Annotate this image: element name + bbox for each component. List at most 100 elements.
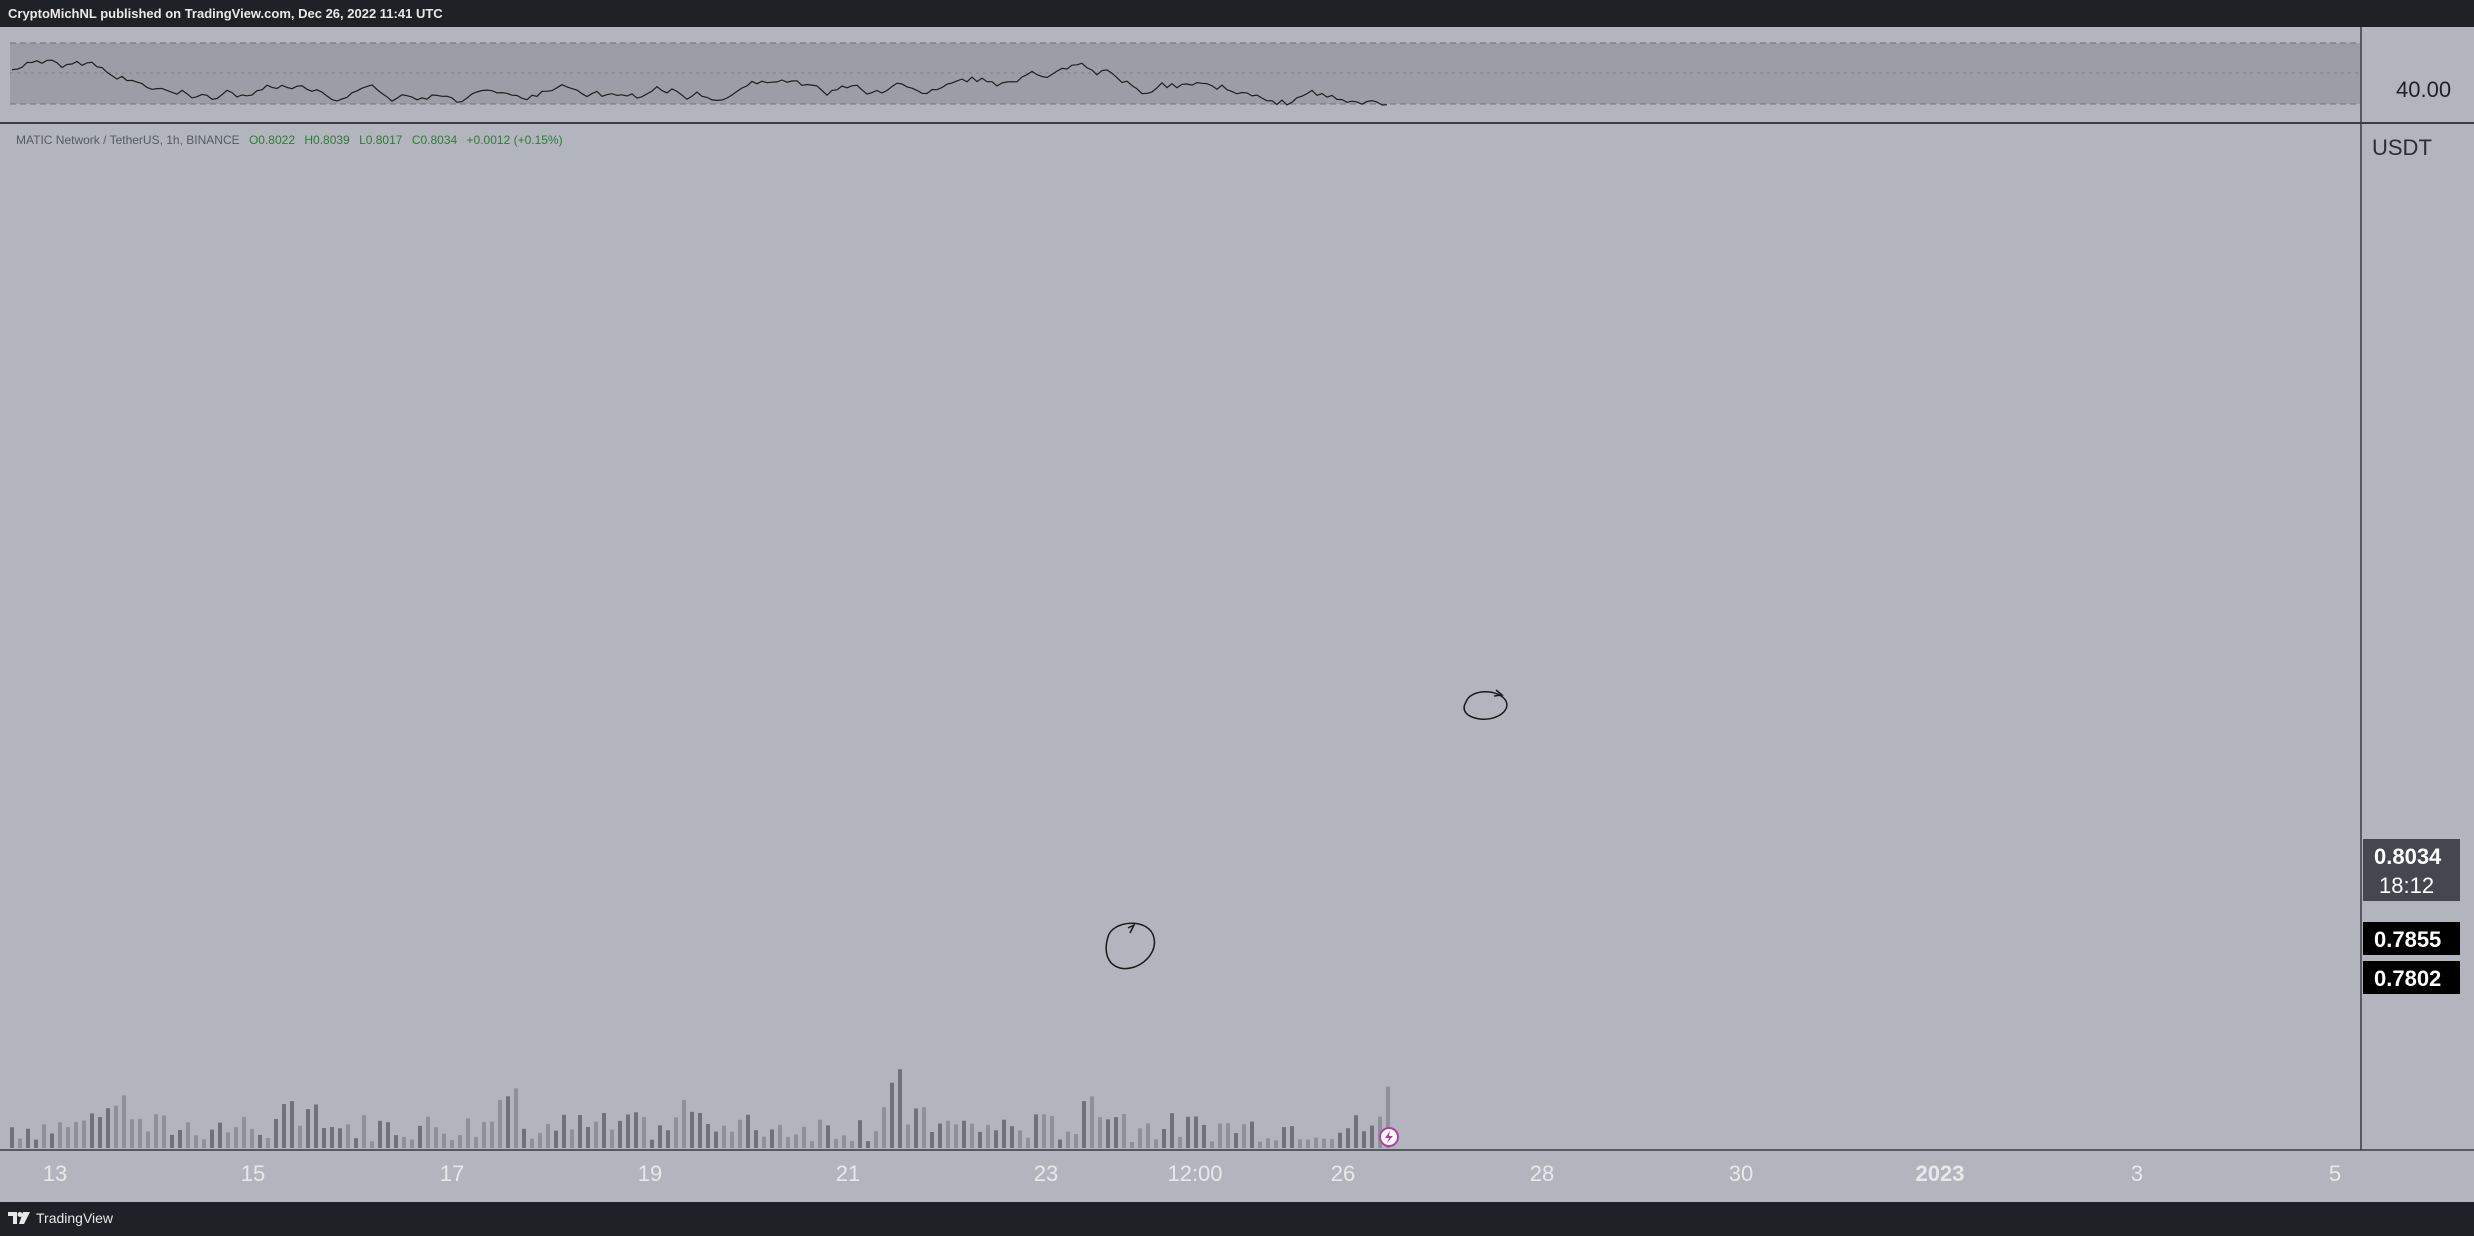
- drawing-ellipse-upper[interactable]: [1463, 689, 1508, 721]
- volume-bar: [682, 1099, 686, 1148]
- volume-bar: [674, 1117, 678, 1148]
- published-text: CryptoMichNL published on TradingView.co…: [8, 6, 443, 21]
- volume-bar: [1066, 1131, 1070, 1148]
- volume-bar: [754, 1130, 758, 1148]
- volume-bar: [1290, 1126, 1294, 1148]
- volume-bar: [890, 1082, 894, 1148]
- ohlc-high: H0.8039: [304, 133, 350, 147]
- volume-bar: [610, 1129, 614, 1148]
- volume-bar: [274, 1119, 278, 1148]
- time-axis-label: 15: [241, 1161, 265, 1186]
- symbol-legend: MATIC Network / TetherUS, 1h, BINANCE O0…: [16, 133, 563, 147]
- chart-background: [0, 27, 2474, 1202]
- volume-bar: [922, 1107, 926, 1148]
- volume-bar: [426, 1116, 430, 1148]
- volume-bar: [1370, 1125, 1374, 1148]
- volume-bar: [330, 1127, 334, 1148]
- volume-bar: [506, 1096, 510, 1148]
- volume-bar: [1322, 1138, 1326, 1148]
- volume-bar: [1242, 1124, 1246, 1148]
- volume-bar: [1002, 1119, 1006, 1148]
- volume-bar: [602, 1112, 606, 1148]
- time-axis-label: 19: [638, 1161, 662, 1186]
- volume-bar: [322, 1127, 326, 1148]
- volume-bar: [1378, 1116, 1382, 1148]
- volume-bar: [1098, 1117, 1102, 1148]
- volume-bar: [986, 1124, 990, 1148]
- chart-area[interactable]: 40.00 USDT0.94000.92000.90000.88000.8600…: [0, 27, 2474, 1202]
- volume-bar: [34, 1139, 38, 1148]
- time-axis-label: 2023: [1916, 1161, 1965, 1186]
- volume-bar: [42, 1124, 46, 1148]
- volume-bar: [978, 1131, 982, 1148]
- volume-bar: [706, 1123, 710, 1148]
- volume-bar: [1186, 1116, 1190, 1148]
- time-axis-label: 30: [1729, 1161, 1753, 1186]
- volume-bar: [1114, 1117, 1118, 1148]
- volume-bar: [1154, 1139, 1158, 1148]
- alert-lightning-icon[interactable]: [1379, 1127, 1399, 1147]
- volume-bar: [786, 1137, 790, 1148]
- volume-bar: [762, 1136, 766, 1148]
- time-axis-label: 26: [1331, 1161, 1355, 1186]
- volume-bar: [962, 1120, 966, 1148]
- volume-bar: [250, 1128, 254, 1148]
- volume-bar: [138, 1118, 142, 1148]
- volume-bar: [130, 1119, 134, 1148]
- volume-bar: [810, 1141, 814, 1148]
- volume-bar: [730, 1131, 734, 1148]
- tradingview-logo[interactable]: TradingView: [8, 1210, 113, 1226]
- volume-bar: [578, 1115, 582, 1148]
- volume-bar: [282, 1104, 286, 1148]
- volume-bar: [746, 1114, 750, 1148]
- volume-bar: [850, 1141, 854, 1148]
- volume-bar: [1258, 1141, 1262, 1148]
- volume-bar: [258, 1134, 262, 1148]
- rsi-band: [10, 43, 2360, 104]
- volume-bar: [58, 1122, 62, 1148]
- volume-bar: [1298, 1139, 1302, 1148]
- time-axis-label: 21: [836, 1161, 860, 1186]
- volume-bar: [1034, 1114, 1038, 1148]
- volume-bar: [1282, 1127, 1286, 1148]
- volume-bar: [1306, 1139, 1310, 1148]
- tradingview-logo-icon: [8, 1212, 30, 1224]
- volume-bar: [386, 1122, 390, 1148]
- ohlc-close: C0.8034: [411, 133, 458, 147]
- volume-bar: [18, 1138, 22, 1148]
- volume-bar: [50, 1133, 54, 1148]
- volume-bar: [154, 1114, 158, 1148]
- time-axis-label: 17: [440, 1161, 464, 1186]
- volume-bar: [834, 1138, 838, 1148]
- volume-bar: [1010, 1126, 1014, 1148]
- drawing-ellipse-lower[interactable]: [1105, 922, 1156, 970]
- volume-bar: [290, 1101, 294, 1148]
- volume-bar: [74, 1121, 78, 1148]
- ohlc-low: L0.8017: [359, 133, 403, 147]
- time-axis-label: 13: [43, 1161, 67, 1186]
- time-axis-label: 3: [2131, 1161, 2143, 1186]
- rsi-value-label: 40.00: [2396, 77, 2451, 102]
- volume-bar: [266, 1138, 270, 1148]
- volume-bar: [314, 1104, 318, 1148]
- volume-bar: [802, 1126, 806, 1148]
- volume-bar: [874, 1131, 878, 1148]
- volume-bar: [1210, 1141, 1214, 1148]
- volume-bar: [1194, 1116, 1198, 1148]
- countdown-text: 18:12: [2379, 873, 2434, 898]
- volume-bar: [658, 1125, 662, 1148]
- volume-bar: [594, 1121, 598, 1148]
- volume-bar: [394, 1135, 398, 1148]
- volume-bar: [522, 1128, 526, 1148]
- level-label-text: 0.7802: [2374, 966, 2441, 991]
- ohlc-open: O0.8022: [248, 133, 296, 147]
- volume-bar: [1362, 1131, 1366, 1148]
- volume-bar: [194, 1135, 198, 1148]
- volume-bar: [346, 1124, 350, 1148]
- price-axis[interactable]: USDT0.94000.92000.90000.88000.86000.7600…: [2372, 27, 2443, 160]
- volume-bar: [1234, 1133, 1238, 1148]
- volume-bar: [914, 1108, 918, 1148]
- volume-bar: [442, 1133, 446, 1148]
- time-axis[interactable]: 13 15 17 19 21 23 12:00 26 28 30 2023 3 5: [43, 1161, 2341, 1186]
- volume-bar: [714, 1131, 718, 1148]
